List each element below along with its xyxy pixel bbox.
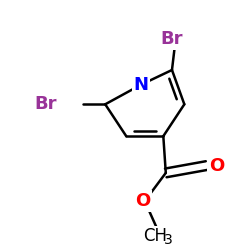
Text: O: O	[209, 156, 224, 174]
Text: Br: Br	[35, 95, 57, 113]
Text: Br: Br	[161, 30, 183, 48]
Text: N: N	[134, 76, 148, 94]
Text: CH: CH	[143, 227, 167, 245]
Text: O: O	[135, 192, 150, 210]
Text: 3: 3	[164, 233, 173, 247]
